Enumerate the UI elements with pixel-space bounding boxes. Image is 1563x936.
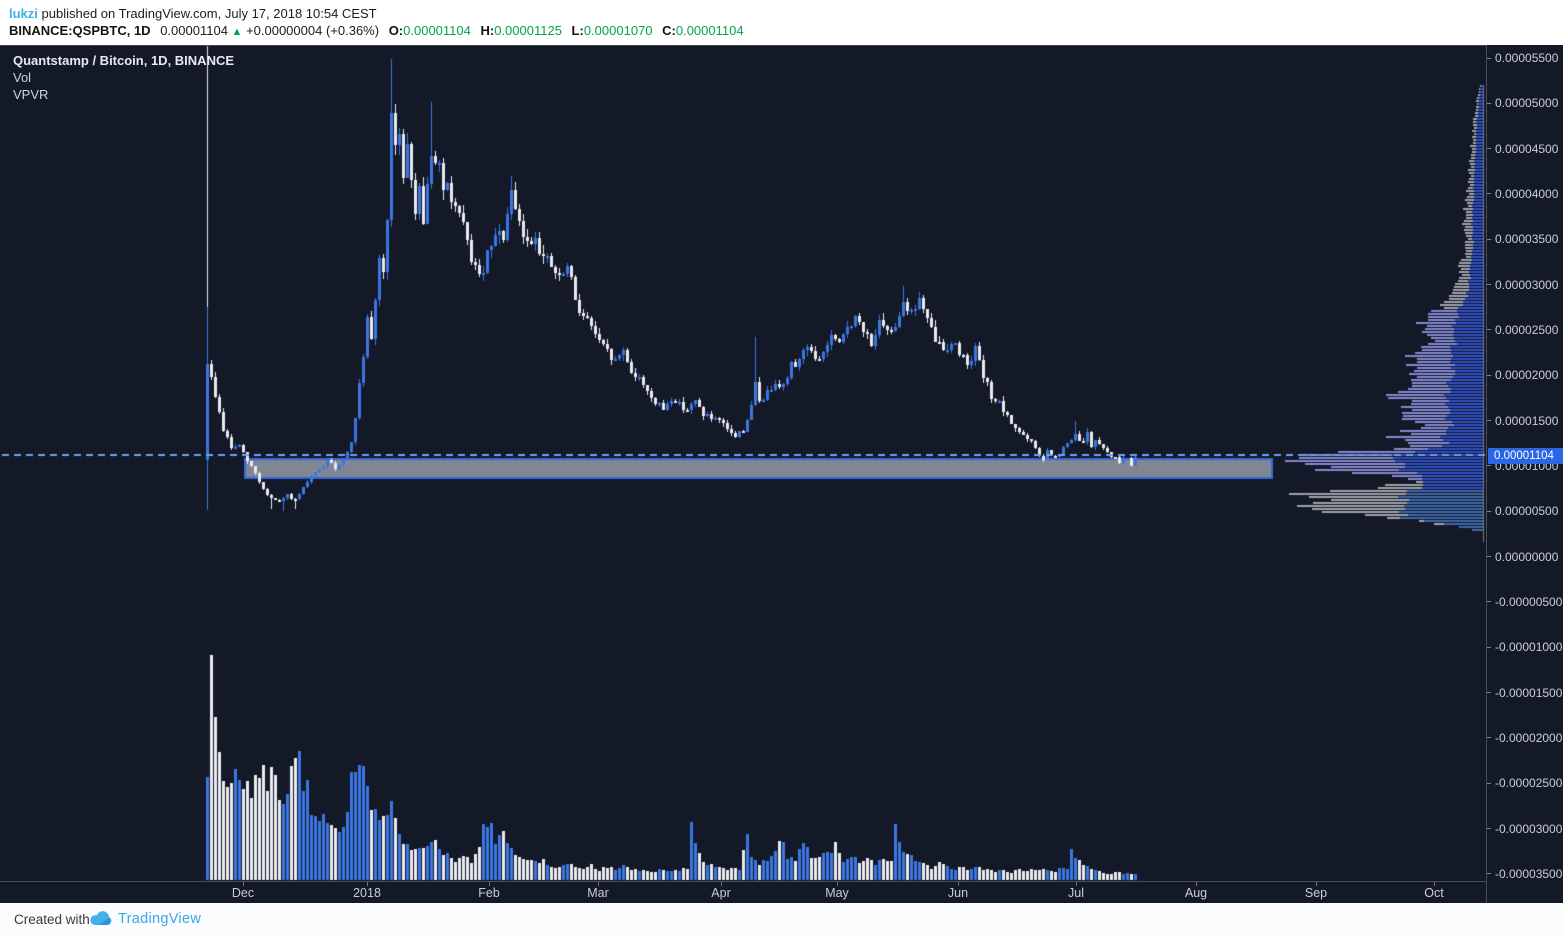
price-axis-tick — [1487, 737, 1491, 739]
price-axis-label: -0.00001000 — [1495, 640, 1563, 655]
close-label: C: — [662, 23, 676, 38]
price-axis-tick — [1487, 238, 1491, 240]
time-axis-tick — [489, 882, 490, 886]
price-axis-label: 0.00005000 — [1495, 96, 1559, 111]
price-axis-tick — [1487, 465, 1491, 467]
price-axis-tick — [1487, 646, 1491, 648]
price-axis-label: -0.00000500 — [1495, 594, 1563, 609]
time-axis-label: Sep — [1304, 886, 1328, 900]
time-axis-label: May — [825, 886, 849, 900]
time-axis[interactable]: Dec 2018 Feb Mar Apr May Jun Jul Aug Sep Oct — [0, 881, 1486, 904]
legend-symbol-title[interactable]: Quantstamp / Bitcoin, 1D, BINANCE — [13, 53, 235, 68]
time-axis-tick — [958, 882, 959, 886]
tradingview-cloud-logo-icon[interactable] — [88, 910, 114, 928]
price-axis-label: 0.00002000 — [1495, 368, 1559, 383]
price-axis-label: -0.00001500 — [1495, 685, 1563, 700]
price-axis-tick — [1487, 329, 1491, 331]
time-axis-label: Jun — [947, 886, 969, 900]
price-axis-label: 0.00005500 — [1495, 51, 1559, 65]
price-axis-label: 0.00002500 — [1495, 322, 1559, 337]
price-axis-label: 0.00004500 — [1495, 141, 1559, 156]
time-axis-label: Apr — [711, 886, 731, 900]
price-axis-label: -0.00002500 — [1495, 776, 1563, 791]
up-triangle-icon: ▲ — [231, 26, 243, 38]
price-axis-label: 0.00000500 — [1495, 504, 1559, 519]
price-axis-tick — [1487, 828, 1491, 830]
time-axis-tick — [598, 882, 599, 886]
price-axis-label: 0.00004000 — [1495, 186, 1559, 201]
price-axis-tick — [1487, 601, 1491, 603]
time-axis-label: Oct — [1424, 886, 1444, 900]
legend-vpvr-study[interactable]: VPVR — [13, 87, 49, 102]
time-axis-tick — [1316, 882, 1317, 886]
time-axis-label: Dec — [231, 886, 255, 900]
time-axis-tick — [837, 882, 838, 886]
price-axis-border — [1486, 45, 1487, 903]
price-axis-tick — [1487, 284, 1491, 286]
last-price: 0.00001104 — [160, 23, 228, 38]
price-axis-tick — [1487, 692, 1491, 694]
chart-legend: Quantstamp / Bitcoin, 1D, BINANCE Vol VP… — [13, 52, 234, 103]
price-axis-tick — [1487, 193, 1491, 195]
tradingview-brand-link[interactable]: TradingView — [118, 911, 202, 927]
price-axis-tick — [1487, 57, 1491, 59]
time-axis-label: Aug — [1184, 886, 1208, 900]
price-change: +0.00000004 (+0.36%) — [246, 23, 380, 38]
price-axis-label: 0.00003500 — [1495, 232, 1559, 247]
time-axis-tick — [721, 882, 722, 886]
price-axis-tick — [1487, 374, 1491, 376]
price-axis[interactable]: 0.00005500 0.00005000 0.00004500 0.00004000… — [1487, 45, 1563, 903]
publish-info: lukzi published on TradingView.com, July… — [9, 6, 377, 21]
snapshot-header: lukzi published on TradingView.com, July… — [0, 0, 1563, 45]
price-axis-label: 0.00001500 — [1495, 413, 1559, 428]
symbol-name: BINANCE:QSPBTC, 1D — [9, 23, 151, 38]
symbol-info-bar: BINANCE:QSPBTC, 1D 0.00001104 ▲ +0.00000… — [9, 23, 744, 38]
price-chart-canvas[interactable] — [0, 45, 1486, 903]
time-axis-tick — [243, 882, 244, 886]
time-axis-label: Mar — [587, 886, 609, 900]
price-axis-tick — [1487, 556, 1491, 558]
high-value: 0.00001125 — [494, 23, 562, 38]
publish-text: published on TradingView.com, July 17, 2… — [37, 6, 377, 21]
open-value: 0.00001104 — [403, 23, 471, 38]
price-axis-label: -0.00003500 — [1495, 866, 1563, 881]
price-axis-label: -0.00003000 — [1495, 821, 1563, 836]
price-axis-tick — [1487, 102, 1491, 104]
price-axis-tick — [1487, 148, 1491, 150]
price-axis-label: 0.00003000 — [1495, 277, 1559, 292]
author-link[interactable]: lukzi — [9, 6, 38, 21]
price-axis-tick — [1487, 782, 1491, 784]
time-axis-label: 2018 — [353, 886, 381, 900]
current-price-label: 0.00001104 — [1488, 448, 1563, 464]
price-axis-label: -0.00002000 — [1495, 730, 1563, 745]
high-label: H: — [480, 23, 495, 38]
price-axis-tick — [1487, 873, 1491, 875]
open-label: O: — [388, 23, 404, 38]
close-value: 0.00001104 — [675, 23, 744, 38]
time-axis-tick — [367, 882, 368, 886]
legend-volume-study[interactable]: Vol — [13, 70, 32, 85]
time-axis-tick — [1196, 882, 1197, 886]
time-axis-tick — [1076, 882, 1077, 886]
time-axis-label: Feb — [478, 886, 500, 900]
time-axis-label: Jul — [1068, 886, 1084, 900]
low-label: L: — [571, 23, 584, 38]
created-with-text: Created with — [14, 912, 90, 927]
price-axis-tick — [1487, 510, 1491, 512]
price-axis-tick — [1487, 420, 1491, 422]
price-axis-label: 0.00000000 — [1495, 549, 1559, 564]
low-value: 0.00001070 — [583, 23, 653, 38]
snapshot-footer: Created with TradingView — [0, 903, 1563, 936]
time-axis-tick — [1434, 882, 1435, 886]
